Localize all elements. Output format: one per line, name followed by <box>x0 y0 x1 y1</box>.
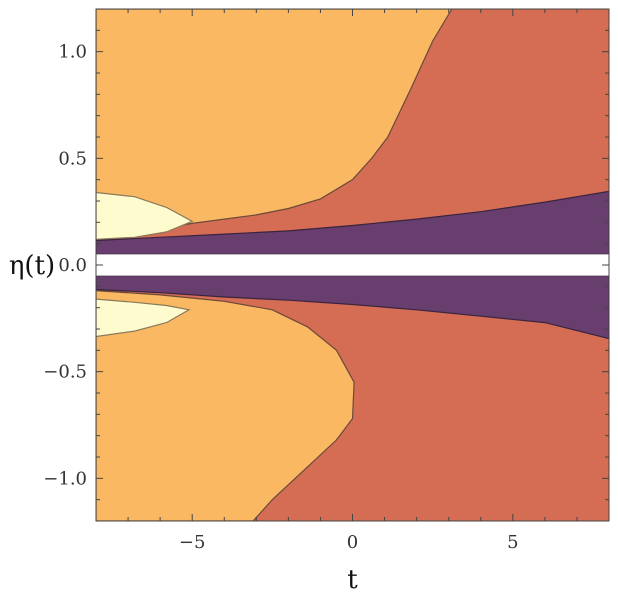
lower-lightest-region <box>96 298 191 338</box>
x-tick-label: 5 <box>507 532 518 553</box>
y-axis-label: η(t) <box>9 251 55 281</box>
x-tick-label: 0 <box>347 532 358 553</box>
y-tick-label: −1.0 <box>43 468 87 489</box>
axis-ticks: −5 0 5 −1.0 −0.5 0.0 0.5 1.0 <box>43 8 610 553</box>
lower-purple-region <box>96 275 609 340</box>
y-tick-label: 0.0 <box>58 255 87 276</box>
y-tick-label: 1.0 <box>58 42 87 63</box>
y-tick-label: 0.5 <box>58 148 87 169</box>
y-tick-label: −0.5 <box>43 362 87 383</box>
plot-area <box>96 9 609 521</box>
x-tick-label: −5 <box>179 532 206 553</box>
gap-band <box>96 254 609 276</box>
x-axis-label: t <box>347 565 358 595</box>
upper-purple-region <box>96 190 609 255</box>
upper-lightest-region <box>96 191 194 241</box>
